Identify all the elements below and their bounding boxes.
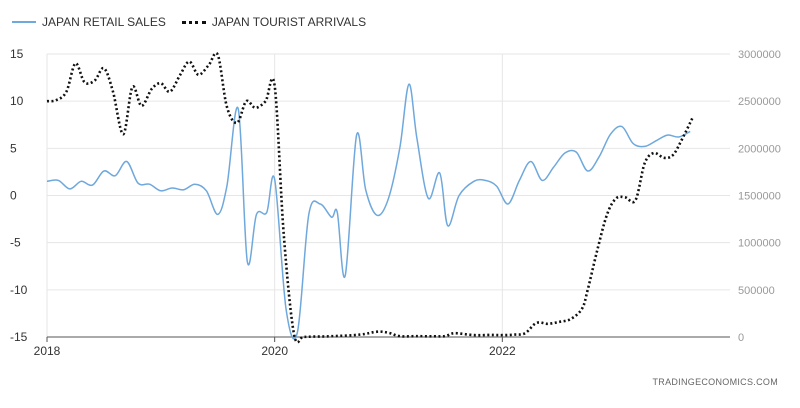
legend-item-tourist-arrivals[interactable]: JAPAN TOURIST ARRIVALS (181, 15, 367, 29)
y-left-tick-label: 5 (10, 141, 17, 155)
x-tick-label: 2022 (489, 344, 516, 358)
y-left-tick-label: 0 (10, 189, 17, 203)
series-line-retail-sales (46, 83, 691, 340)
x-tick-label: 2020 (261, 344, 288, 358)
y-left-tick-label: -15 (10, 330, 28, 344)
y-right-tick-label: 500000 (738, 285, 775, 297)
y-left-tick-label: -10 (10, 283, 28, 297)
source-credit: TRADINGECONOMICS.COM (652, 377, 778, 387)
series-line-tourist-arrivals (46, 51, 694, 344)
y-left-tick-label: -5 (10, 236, 21, 250)
y-right-tick-label: 2000000 (738, 143, 781, 155)
chart-legend: JAPAN RETAIL SALES JAPAN TOURIST ARRIVAL… (12, 12, 382, 32)
y-right-tick-label: 1000000 (738, 238, 781, 250)
y-right-tick-label: 2500000 (738, 96, 781, 108)
y-left-tick-label: 10 (10, 94, 24, 108)
legend-label: JAPAN TOURIST ARRIVALS (211, 15, 367, 29)
y-right-tick-label: 3000000 (738, 49, 781, 61)
legend-item-retail-sales[interactable]: JAPAN RETAIL SALES (12, 15, 166, 29)
y-left-tick-label: 15 (10, 47, 24, 61)
y-right-tick-label: 0 (738, 332, 744, 344)
y-right-tick-label: 1500000 (738, 191, 781, 203)
legend-swatch-solid (12, 21, 36, 23)
legend-swatch-dotted (181, 20, 206, 24)
legend-label: JAPAN RETAIL SALES (42, 15, 166, 29)
x-tick-label: 2018 (34, 344, 61, 358)
